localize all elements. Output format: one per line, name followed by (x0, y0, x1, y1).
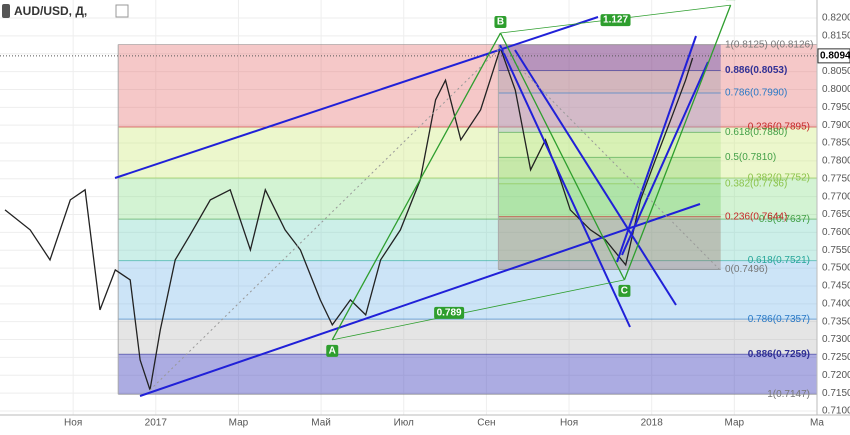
symbol-icon[interactable] (2, 4, 10, 18)
x-tick-label: 2017 (145, 418, 168, 429)
fib-label: 0(0.7496) (725, 264, 768, 275)
fib-label: 0.5(0.7810) (725, 152, 776, 163)
y-tick-label: 0.7750 (822, 173, 850, 184)
x-tick-label: Ноя (64, 418, 82, 429)
y-tick-label: 0.7950 (822, 102, 850, 113)
x-tick-label: Сен (477, 418, 495, 429)
ratio-label: 1.127 (603, 15, 628, 26)
x-tick-label: Ноя (560, 418, 578, 429)
chart-title: AUD/USD, Д, (14, 4, 87, 18)
y-tick-label: 0.7850 (822, 138, 850, 149)
y-tick-label: 0.7900 (822, 120, 850, 131)
fib-label: 0.886(0.7259) (748, 349, 810, 360)
y-tick-label: 0.7500 (822, 263, 850, 274)
x-tick-label: 2018 (641, 418, 664, 429)
x-tick-label: Июл (394, 418, 414, 429)
pattern-point: B (494, 16, 506, 28)
y-tick-label: 0.7400 (822, 298, 850, 309)
x-tick-label: Мар (725, 418, 745, 429)
y-tick-label: 0.7300 (822, 334, 850, 345)
fib-label: 0.236(0.7644) (725, 211, 787, 222)
x-tick-label: Мар (229, 418, 249, 429)
fib-label: 0.886(0.8053) (725, 65, 787, 76)
y-tick-label: 0.8200 (822, 13, 850, 24)
fib-label: 1(0.7147) (767, 389, 810, 400)
plot (0, 0, 817, 415)
fib-band (118, 319, 817, 354)
fib-label: 0.618(0.7880) (725, 127, 787, 138)
fib-label: 0.382(0.7736) (725, 178, 787, 189)
y-tick-label: 0.8050 (822, 66, 850, 77)
y-tick-label: 0.7350 (822, 316, 850, 327)
ratio-label: 0.789 (437, 308, 462, 319)
y-tick-label: 0.7800 (822, 156, 850, 167)
y-tick-label: 0.7700 (822, 191, 850, 202)
x-tick-label: Ма (810, 418, 824, 429)
pattern-point-label: C (621, 286, 628, 297)
y-tick-label: 0.7250 (822, 352, 850, 363)
y-tick-label: 0.7150 (822, 388, 850, 399)
y-tick-label: 0.8000 (822, 84, 850, 95)
fib-label: 0.786(0.7357) (748, 314, 810, 325)
last-price-label: 0.8094 (820, 51, 850, 62)
y-tick-label: 0.7200 (822, 370, 850, 381)
y-tick-label: 0.8150 (822, 31, 850, 42)
pattern-point-label: A (329, 346, 336, 357)
y-tick-label: 0.7600 (822, 227, 850, 238)
fib-label: 0.786(0.7990) (725, 88, 787, 99)
pattern-point: C (618, 285, 630, 297)
annotation: 1(0.8125) 0(0.8126) (725, 39, 813, 50)
pattern-point: A (326, 345, 338, 357)
pattern-point-label: B (497, 17, 504, 28)
y-tick-label: 0.7550 (822, 245, 850, 256)
fib-band (118, 354, 817, 394)
fib-band (498, 157, 720, 183)
fib-band (498, 45, 720, 71)
y-tick-label: 0.7450 (822, 281, 850, 292)
y-tick-label: 0.7650 (822, 209, 850, 220)
fib-band (498, 132, 720, 157)
x-tick-label: Май (311, 418, 331, 429)
